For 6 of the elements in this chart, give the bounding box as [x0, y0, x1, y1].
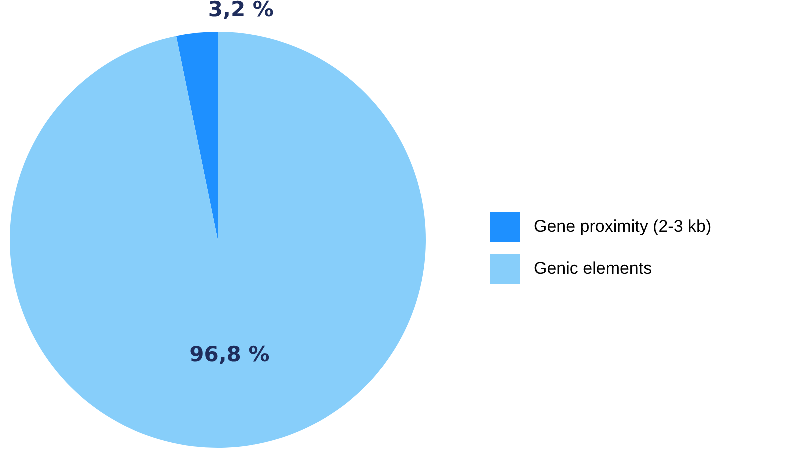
data-label: 96,8 %: [190, 342, 270, 367]
pie-slice: [176, 32, 218, 240]
legend-label: Genic elements: [534, 259, 652, 278]
pie-slice: [10, 32, 426, 448]
legend-label: Gene proximity (2-3 kb): [534, 217, 712, 236]
data-label: 3,2 %: [208, 0, 274, 22]
